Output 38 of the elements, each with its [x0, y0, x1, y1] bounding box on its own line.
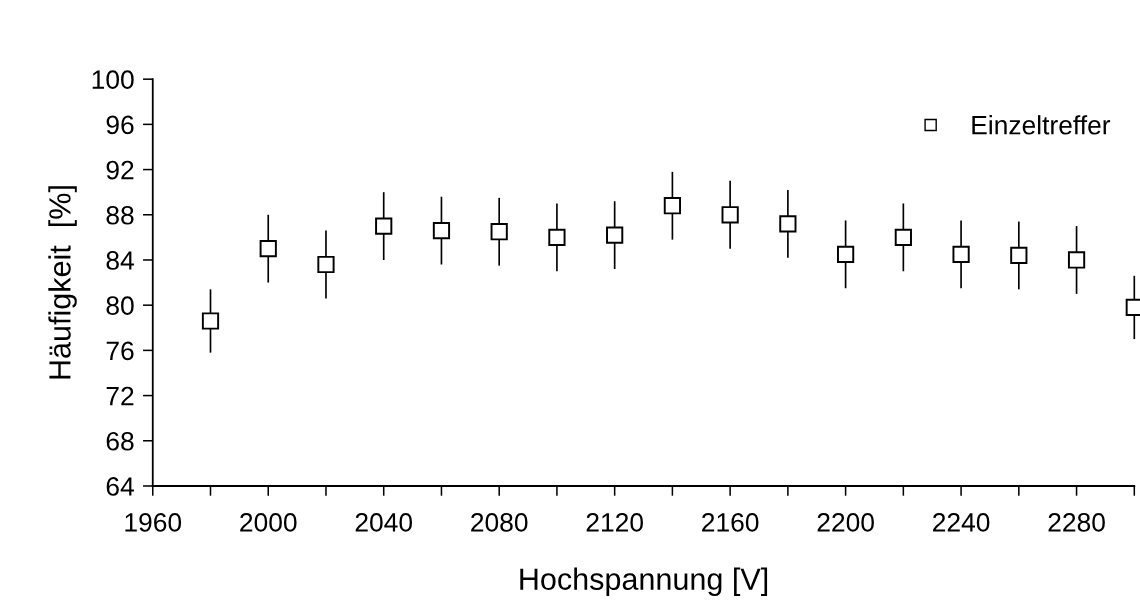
- point: [490, 223, 508, 241]
- x-tick-label: 2200: [817, 513, 874, 532]
- x-tick-label: 2080: [471, 513, 528, 532]
- y-tick-label: 100: [92, 70, 134, 89]
- y-tick-label: 88: [106, 205, 134, 225]
- point: [259, 240, 277, 258]
- y-tick-label: 68: [106, 431, 134, 451]
- point: [1067, 251, 1086, 269]
- x-tick-label: 1960: [125, 513, 182, 532]
- point: [837, 245, 855, 263]
- x-tick-label: 2000: [240, 513, 297, 532]
- y-tick-label: 84: [106, 251, 134, 270]
- y-tick-label: 76: [106, 341, 134, 361]
- legend-label: Einzeltreffer: [972, 115, 1111, 135]
- point: [721, 206, 739, 224]
- point: [779, 215, 797, 233]
- point: [1010, 246, 1028, 265]
- point: [894, 228, 912, 246]
- point: [317, 255, 335, 274]
- point: [432, 221, 451, 240]
- x-axis-title: Hochspannung [V]: [520, 567, 768, 597]
- point: [952, 245, 970, 263]
- point: [201, 312, 220, 330]
- y-tick-label: 96: [106, 115, 134, 135]
- y-axis-title: Häufigkeit [%]: [48, 186, 77, 379]
- x-tick-label: 2040: [355, 513, 413, 532]
- x-tick-label: 2160: [702, 513, 759, 532]
- y-tick-label: 80: [106, 296, 134, 315]
- point: [663, 197, 682, 215]
- y-tick-label: 92: [106, 160, 134, 180]
- x-tick-label: 2240: [933, 513, 990, 532]
- x-tick-label: 2280: [1048, 513, 1105, 532]
- point: [375, 217, 393, 235]
- y-tick-label: 64: [106, 477, 134, 496]
- x-tick-label: 2120: [586, 513, 643, 532]
- point: [548, 228, 566, 246]
- point: [606, 226, 624, 244]
- y-tick-label: 72: [106, 386, 134, 406]
